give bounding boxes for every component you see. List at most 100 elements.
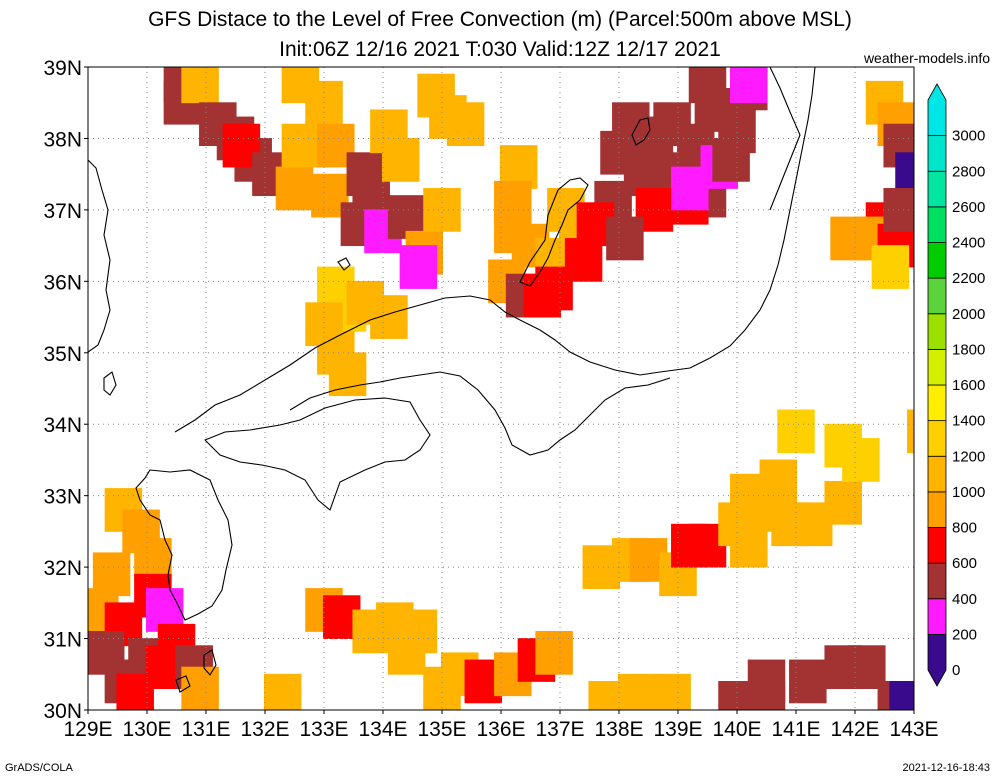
lon-label: 134E (358, 718, 407, 741)
colorbar-swatch (927, 242, 947, 279)
colorbar-label: 1800 (952, 341, 985, 358)
brand-label: weather-models.info (863, 50, 990, 66)
lfc-cell (830, 216, 868, 261)
lfc-cell (446, 102, 485, 147)
title-line-2: Init:06Z 12/16 2021 T:030 Valid:12Z 12/1… (279, 38, 721, 61)
kyushu-coast (135, 469, 233, 621)
colorbar-swatch (927, 527, 947, 564)
lfc-cell (328, 352, 367, 397)
colorbar-label: 1000 (952, 484, 985, 501)
lfc-cell (842, 438, 880, 482)
lat-label: 34N (43, 414, 82, 437)
lfc-cell (789, 659, 827, 704)
lfc-cell (653, 673, 691, 710)
colorbar-label: 1600 (952, 377, 985, 394)
lon-label: 142E (830, 718, 879, 741)
lfc-cell (883, 188, 914, 232)
colorbar-label: 400 (952, 591, 977, 608)
colorbar-swatch (927, 170, 947, 208)
lfc-cell (635, 116, 674, 161)
colorbar-label: 600 (952, 555, 977, 572)
lfc-cell (370, 109, 408, 154)
lfc-field (88, 67, 914, 710)
sado-island (631, 117, 651, 146)
lfc-cell (712, 138, 750, 182)
colorbar-swatch (927, 313, 947, 350)
korea-coast (88, 159, 111, 353)
colorbar-swatch (927, 491, 947, 528)
lfc-cell (423, 666, 461, 710)
lat-label: 30N (43, 700, 82, 723)
colorbar-label: 200 (952, 626, 977, 643)
lfc-cell (730, 67, 768, 104)
lfc-cell (824, 480, 862, 525)
colorbar-swatch (927, 384, 947, 422)
lfc-cell (535, 630, 573, 675)
yakushima-island (175, 675, 191, 693)
colorbar-swatch (927, 83, 947, 137)
coastline (88, 67, 816, 693)
lat-label: 37N (43, 200, 82, 223)
lfc-cell (181, 67, 219, 104)
lfc-cell (263, 673, 302, 710)
lfc-cell (116, 673, 154, 710)
colorbar-label: 800 (952, 520, 977, 537)
colorbar-label: 1200 (952, 448, 985, 465)
footer-right: 2021-12-16-18:43 (902, 762, 990, 774)
lfc-cell (907, 409, 914, 454)
lon-label: 141E (771, 718, 820, 741)
lfc-cell (370, 295, 408, 339)
lat-label: 39N (43, 57, 82, 80)
lon-label: 133E (299, 718, 348, 741)
noto-peninsula (519, 177, 589, 287)
lfc-cell (281, 67, 320, 104)
lfc-cell (718, 502, 756, 547)
lfc-cell (889, 680, 914, 710)
lfc-cell (671, 166, 709, 211)
lfc-cell (588, 680, 626, 710)
lfc-cell (281, 123, 320, 168)
colorbar-label: 2800 (952, 163, 985, 180)
title-line-1: GFS Distace to the Level of Free Convect… (148, 8, 852, 31)
colorbar-swatch (927, 598, 947, 635)
lon-label: 129E (63, 718, 112, 741)
oki-islands (337, 257, 351, 271)
tsushima-island (103, 371, 117, 396)
colorbar-swatch (927, 135, 947, 172)
lat-label: 36N (43, 271, 82, 294)
lfc-cell (181, 666, 219, 710)
colorbar-label: 2400 (952, 235, 985, 252)
colorbar-label: 0 (952, 662, 960, 679)
colorbar-label: 2000 (952, 306, 985, 323)
latitude-labels: 39N 38N 37N 36N 35N 34N 33N 32N 31N 30N (43, 57, 88, 723)
lon-label: 135E (417, 718, 466, 741)
colorbar-label: 2600 (952, 199, 985, 216)
colorbar-swatch (927, 455, 947, 493)
colorbar-swatch (927, 562, 947, 600)
lon-label: 143E (889, 718, 938, 741)
lfc-cell (747, 659, 786, 704)
lfc-cell (694, 88, 733, 132)
lon-label: 131E (181, 718, 230, 741)
lon-label: 138E (594, 718, 643, 741)
colorbar: 0 200 400 600 800 1000 1200 1400 1600 1800 2000 220… (927, 83, 985, 687)
lat-label: 38N (43, 128, 82, 151)
lon-label: 140E (712, 718, 761, 741)
lfc-cell (399, 609, 438, 654)
grid-lines (88, 67, 914, 710)
lon-label: 130E (122, 718, 171, 741)
colorbar-swatch (927, 420, 947, 457)
lfc-cell (871, 245, 910, 289)
lfc-cell (423, 188, 461, 232)
colorbar-label: 2200 (952, 270, 985, 287)
lfc-cell (606, 216, 644, 261)
lat-label: 33N (43, 486, 82, 509)
colorbar-swatch (927, 633, 947, 687)
colorbar-swatch (927, 348, 947, 386)
colorbar-swatch (927, 277, 947, 315)
lon-label: 132E (240, 718, 289, 741)
shikoku-coast (204, 397, 431, 511)
longitude-labels: 129E 130E 131E 132E 133E 134E 135E 136E 137E 138E… (63, 710, 939, 741)
